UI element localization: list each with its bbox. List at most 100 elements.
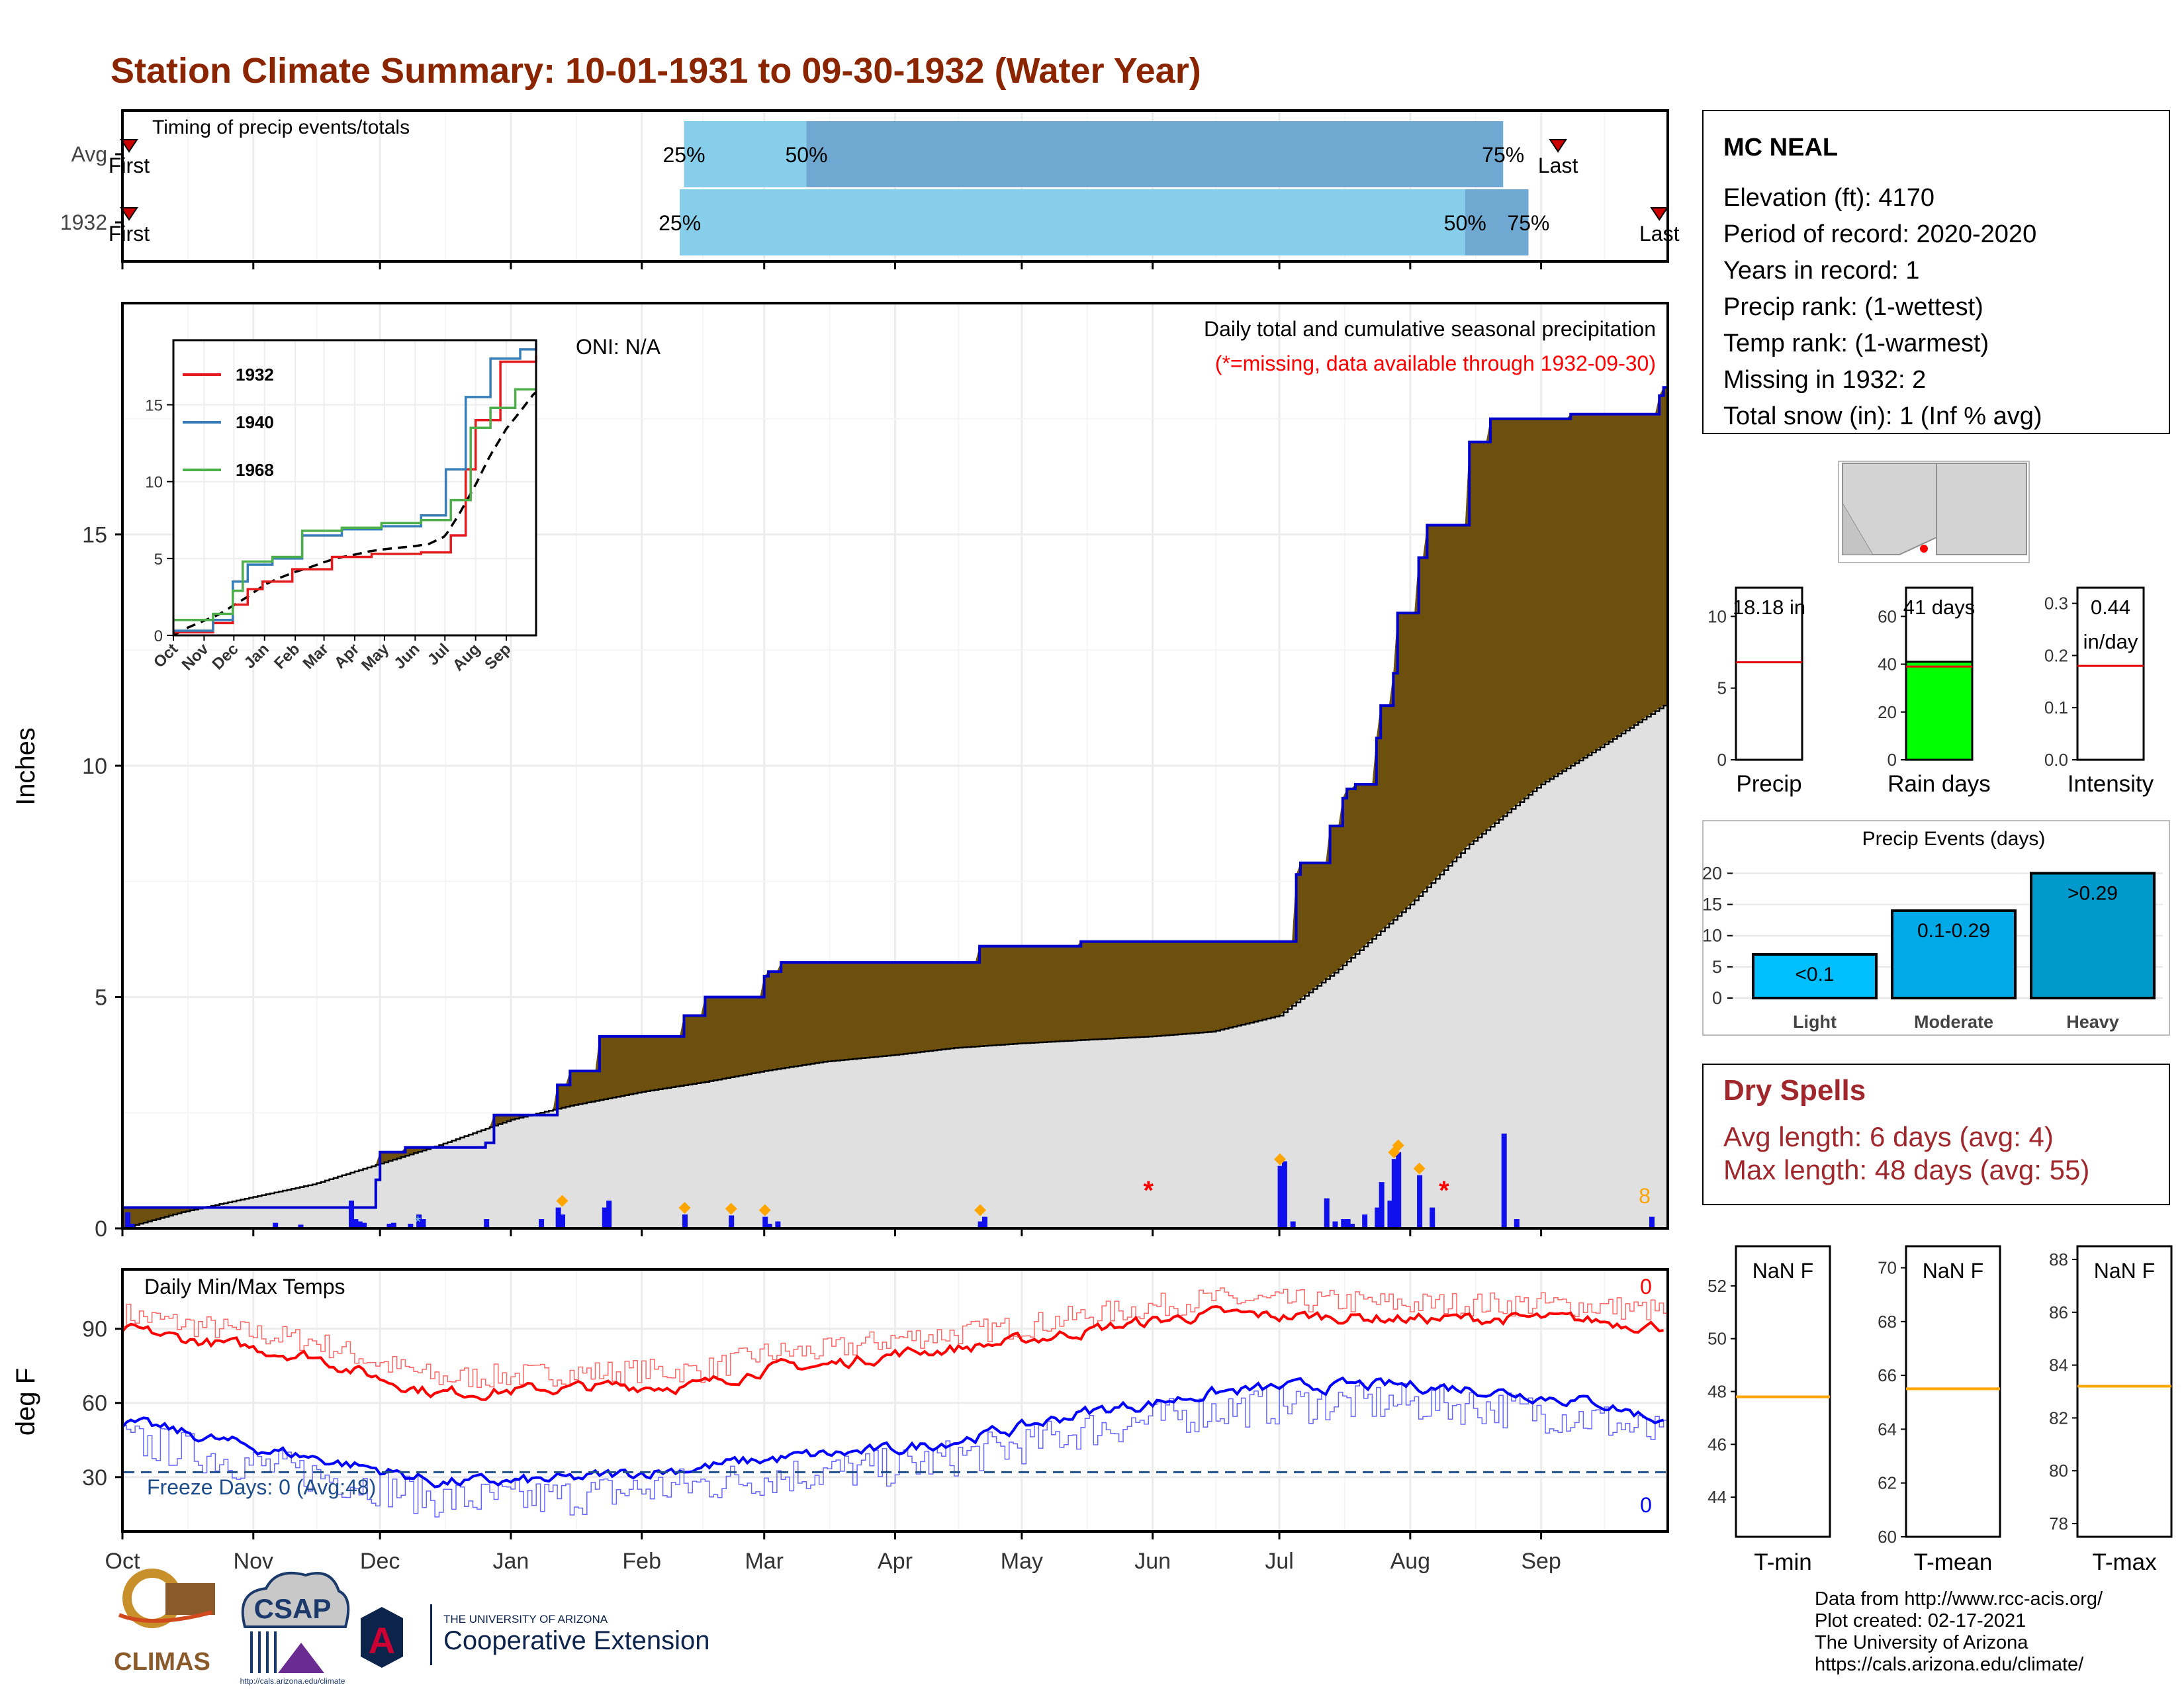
- daily-precip-bar: [1290, 1221, 1296, 1228]
- daily-precip-bar: [1514, 1219, 1520, 1228]
- timing-percentile-label: 25%: [662, 143, 705, 167]
- locator-map: [1838, 461, 2030, 563]
- daily-precip-bar: [539, 1219, 545, 1228]
- dry-spells-title: Dry Spells: [1723, 1074, 1866, 1107]
- cumulative-precip-line: [122, 386, 1668, 1209]
- month-label: Feb: [622, 1549, 661, 1574]
- last-event-label: Last: [1538, 154, 1578, 177]
- snow-count: 8: [1639, 1184, 1651, 1208]
- ua-shield-icon: [361, 1607, 403, 1668]
- daily-precip-bar: [1277, 1165, 1283, 1228]
- below-average-fill: [122, 387, 1668, 1228]
- temp-mini-y-tick-label: 70: [1878, 1258, 1897, 1278]
- csap-url: http://cals.arizona.edu/climate: [240, 1676, 345, 1686]
- daily-precip-bar: [555, 1207, 561, 1228]
- events-category-label: Moderate: [1914, 1012, 1993, 1032]
- mini-value-label: 18.18 in: [1733, 596, 1805, 619]
- daily-precip-bar: [273, 1222, 279, 1228]
- mini-y-tick-label: 60: [1878, 606, 1897, 626]
- temp-mini-value: NaN F: [1923, 1259, 1983, 1283]
- mini-raindays-panel: 0 20 40 60 41 days Rain days: [1878, 586, 1991, 797]
- station-details: Elevation (ft): 4170 Period of record: 20…: [1723, 184, 2042, 430]
- month-label: Mar: [745, 1549, 784, 1574]
- timing-bars: 25% 50% 75% First Last Avg 25% 50% 75% First Last 1…: [60, 121, 1680, 255]
- temp-mini-label: T-mean: [1914, 1549, 1993, 1575]
- daily-precip-bar: [387, 1224, 392, 1228]
- last-event-marker: [1650, 207, 1669, 221]
- footer-line: The University of Arizona: [1815, 1632, 2028, 1653]
- daily-precip-bar: [1649, 1216, 1655, 1228]
- precip-y-tick-label: 0: [95, 1216, 107, 1242]
- events-chart: 0 5 10 15 20 <0.1 Light 0.1-0.29 Moderate >0.29 He…: [1702, 863, 2163, 1032]
- mini-panel-label: Precip: [1736, 771, 1801, 797]
- station-detail-line: Missing in 1932: 2: [1723, 366, 1926, 394]
- events-category-label: Light: [1793, 1012, 1837, 1032]
- temp-mini-frame: [1735, 1245, 1831, 1538]
- daily-precip-bar: [420, 1219, 426, 1228]
- inset-y-tick-label: 10: [145, 474, 163, 492]
- daily-precip-bar: [762, 1216, 768, 1228]
- footer-line: https://cals.arizona.edu/climate/: [1815, 1654, 2084, 1675]
- timing-percentile-label: 75%: [1482, 143, 1524, 167]
- mini-value-box: [1909, 590, 1970, 625]
- temp-mini-y-tick-label: 66: [1878, 1365, 1897, 1385]
- precip-y-tick-label: 15: [82, 523, 107, 548]
- timing-panel: 25% 50% 75% First Last Avg 25% 50% 75% First Last 1…: [60, 109, 1680, 263]
- mini-precip-panel: 0 5 10 18.18 in Precip: [1707, 586, 1805, 797]
- inset-y-tick-label: 5: [154, 551, 163, 569]
- snow-marker: [758, 1204, 771, 1216]
- temp-mini-y-tick-label: 64: [1878, 1419, 1897, 1439]
- daily-precip-bar: [1417, 1175, 1423, 1228]
- snow-marker: [678, 1202, 691, 1214]
- mini-y-tick-label: 5: [1717, 678, 1727, 698]
- ua-extension-line: Cooperative Extension: [443, 1626, 709, 1655]
- temp-title: Daily Min/Max Temps: [144, 1275, 345, 1299]
- average-cumulative-area: [122, 704, 1668, 1228]
- mini-value-bar: [1905, 661, 1974, 761]
- daily-precip-bar: [1391, 1159, 1397, 1228]
- timing-title: Timing of precip events/totals: [152, 116, 410, 138]
- inset-x-tick-label: Jan: [241, 640, 273, 672]
- daily-precip-bar: [775, 1221, 781, 1228]
- inset-x-tick-label: Nov: [179, 640, 213, 674]
- station-location-marker: [1920, 545, 1928, 553]
- inset-series-1932: [173, 355, 537, 634]
- timing-percentile-label: 75%: [1507, 211, 1549, 235]
- footer-line: Data from http://www.rcc-acis.org/: [1815, 1588, 2103, 1610]
- temp-max-count: 0: [1640, 1275, 1652, 1299]
- events-y-tick-label: 20: [1702, 863, 1722, 883]
- inset-x-tick-label: Jul: [424, 640, 453, 669]
- csap-logo: CSAP http://cals.arizona.edu/climate: [240, 1571, 350, 1686]
- station-info-frame: [1702, 110, 2170, 434]
- page-title: Station Climate Summary: 10-01-1931 to 0…: [111, 51, 1201, 91]
- precip-y-axis-title: Inches: [11, 727, 40, 805]
- daily-precip-bar: [1375, 1207, 1381, 1228]
- month-label: Oct: [105, 1549, 140, 1574]
- daily-precip-bar: [1430, 1207, 1435, 1228]
- events-category-label: Heavy: [2066, 1012, 2119, 1032]
- temp-mini-y-tick-label: 50: [1707, 1329, 1727, 1349]
- daily-precip-bar: [124, 1212, 130, 1228]
- timing-percentile-label: 25%: [659, 211, 701, 235]
- timing-row-label: Avg: [71, 142, 107, 166]
- mini-intensity-panel: 0.0 0.1 0.2 0.3 0.44 in/day Intensity: [2044, 586, 2154, 797]
- mini-y-tick-label: 20: [1878, 702, 1897, 722]
- month-label: Apr: [878, 1549, 913, 1574]
- daily-precip-bar: [390, 1222, 396, 1228]
- timing-percentile-label: 50%: [786, 143, 828, 167]
- events-bar: [1752, 953, 1878, 999]
- inset-legend-label: 1940: [236, 412, 274, 432]
- temp-panel: 30 60 90 Daily Min/Max Temps 0 0 Freeze Da…: [11, 1268, 1669, 1533]
- month-label: Nov: [234, 1549, 273, 1574]
- first-event-label: First: [109, 222, 150, 246]
- normal-max-temp-line: [122, 1287, 1668, 1388]
- daily-precip-bar: [729, 1215, 735, 1228]
- temp-mini-y-tick-label: 80: [2049, 1461, 2068, 1481]
- temp-mini-y-tick-label: 46: [1707, 1434, 1727, 1454]
- mini-y-tick-label: 0.2: [2044, 645, 2068, 665]
- precip-missing-note: (*=missing, data available through 1932-…: [1215, 351, 1656, 375]
- footer-line: Plot created: 02-17-2021: [1815, 1610, 2026, 1631]
- mini-y-tick-label: 0.1: [2044, 698, 2068, 717]
